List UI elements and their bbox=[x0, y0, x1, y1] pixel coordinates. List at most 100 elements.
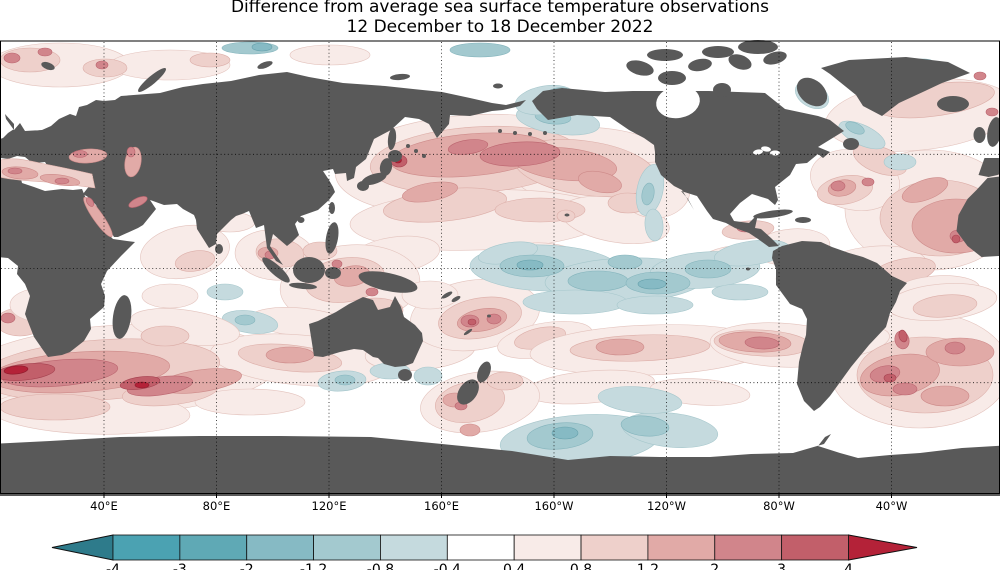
anomaly-blob bbox=[334, 374, 356, 386]
aleutian-island bbox=[513, 131, 517, 135]
kuril-island bbox=[422, 154, 426, 158]
anomaly-blob bbox=[3, 365, 29, 375]
longitude-tick-label: 80°W bbox=[763, 499, 795, 513]
chart-subtitle: 12 December to 18 December 2022 bbox=[346, 17, 654, 37]
arctic-island bbox=[688, 58, 712, 72]
anomaly-blob bbox=[140, 325, 190, 347]
colorbar-tick-label: -3 bbox=[173, 562, 187, 570]
anomaly-colorbar: -4 -3 -2 -1.2 -0.8 -0.4 0.4 0.8 1.2 2 3 4 bbox=[51, 534, 918, 570]
anomaly-blob bbox=[944, 341, 966, 355]
island-nz-north bbox=[477, 361, 491, 383]
aleutian-island bbox=[528, 132, 532, 136]
island-tasmania bbox=[398, 369, 412, 381]
wrapped-land-right-edge bbox=[956, 117, 1000, 257]
colorbar-segment bbox=[313, 534, 381, 561]
anomaly-blob bbox=[459, 423, 481, 437]
arctic-island-baffin bbox=[796, 77, 828, 107]
small-islands bbox=[406, 129, 750, 336]
island-nz-south bbox=[457, 379, 479, 405]
longitude-tick-label: 40°E bbox=[90, 499, 118, 513]
persian-gulf bbox=[128, 196, 148, 208]
anomaly-blob bbox=[402, 181, 458, 203]
anomaly-blob bbox=[898, 329, 908, 343]
island-svalbard bbox=[41, 61, 55, 71]
island-honshu bbox=[361, 172, 387, 186]
island-hainan bbox=[297, 217, 305, 223]
longitude-tick-label: 160°E bbox=[424, 499, 459, 513]
gridline-layer bbox=[1, 42, 999, 493]
anomaly-blob bbox=[883, 153, 917, 171]
anomaly-blob bbox=[447, 139, 489, 155]
anomaly-blob bbox=[607, 254, 643, 270]
arctic-island bbox=[713, 83, 731, 97]
colorbar-tick-label: 0.8 bbox=[570, 562, 592, 570]
arctic-island bbox=[626, 60, 654, 76]
anomaly-blob bbox=[641, 182, 655, 206]
island-borneo bbox=[293, 257, 325, 283]
colorbar-segment bbox=[580, 534, 649, 561]
anomaly-blob bbox=[892, 382, 918, 396]
island-novaya-zemlya bbox=[137, 68, 167, 92]
island-new-guinea bbox=[358, 271, 418, 293]
anomaly-blob bbox=[912, 294, 978, 318]
landmass-north-america bbox=[532, 88, 844, 247]
island-britain bbox=[987, 117, 1000, 147]
anomaly-blob bbox=[620, 415, 670, 437]
anomaly-blob bbox=[194, 388, 306, 416]
anomaly-blob bbox=[845, 121, 865, 135]
island-java bbox=[289, 282, 317, 290]
anomaly-blob bbox=[883, 373, 897, 383]
aleutian-island bbox=[498, 129, 502, 133]
arctic-island bbox=[738, 40, 778, 54]
aleutian-island bbox=[543, 131, 547, 135]
caspian-warm-core bbox=[126, 146, 136, 158]
island-ireland bbox=[973, 127, 986, 143]
colorbar-tick-label: -0.4 bbox=[434, 562, 461, 570]
anomaly-blob bbox=[0, 393, 111, 421]
colorbar-segment bbox=[513, 534, 582, 561]
axis-tick-layer bbox=[103, 493, 892, 498]
great-lake bbox=[761, 146, 771, 152]
anomaly-blob bbox=[951, 234, 961, 244]
anomaly-blob bbox=[516, 259, 544, 271]
colorbar-over-arrow bbox=[848, 534, 918, 561]
island-wrangel bbox=[493, 83, 503, 89]
landmass-australia bbox=[309, 296, 423, 367]
baltic-sea bbox=[33, 117, 57, 131]
anomaly-blob bbox=[0, 312, 16, 324]
island-honshu-north bbox=[379, 158, 393, 176]
anomaly-blob bbox=[413, 366, 443, 386]
colorbar-segment bbox=[179, 534, 248, 561]
landmass-iberia bbox=[978, 158, 1000, 177]
landmass-antarctica bbox=[0, 434, 1000, 496]
inland-seas-layer bbox=[0, 85, 780, 238]
anomaly-blob bbox=[551, 426, 579, 440]
mediterranean-warm-core bbox=[54, 177, 70, 185]
island-madagascar bbox=[112, 295, 132, 339]
island-sri-lanka bbox=[215, 244, 223, 254]
longitude-tick-label: 120°W bbox=[646, 499, 687, 513]
longitude-tick-label: 160°W bbox=[534, 499, 574, 513]
colorbar-segment bbox=[446, 534, 515, 561]
landmass-south-america bbox=[772, 241, 907, 411]
anomaly-blob bbox=[830, 180, 846, 192]
island-iceland bbox=[937, 96, 969, 112]
anomaly-blob bbox=[331, 259, 343, 269]
anomaly-blob bbox=[616, 295, 694, 315]
anomaly-blob bbox=[449, 42, 511, 58]
island-sumatra bbox=[262, 257, 290, 283]
island-solomon bbox=[441, 291, 453, 299]
kuril-island bbox=[406, 144, 410, 148]
anomaly-blob bbox=[901, 177, 949, 203]
colorbar-tick-label: -2 bbox=[240, 562, 254, 570]
anomaly-blob bbox=[973, 71, 987, 81]
colorbar-segment bbox=[246, 534, 314, 561]
island-galapagos bbox=[746, 267, 750, 271]
colorbar-segment bbox=[647, 534, 716, 561]
island-newfoundland bbox=[843, 138, 859, 150]
anomaly-blob bbox=[467, 318, 477, 326]
anomaly-blob bbox=[861, 177, 875, 187]
colorbar-tick-label: 2 bbox=[710, 562, 719, 570]
great-lake bbox=[770, 150, 780, 156]
anomaly-blob bbox=[37, 47, 53, 57]
